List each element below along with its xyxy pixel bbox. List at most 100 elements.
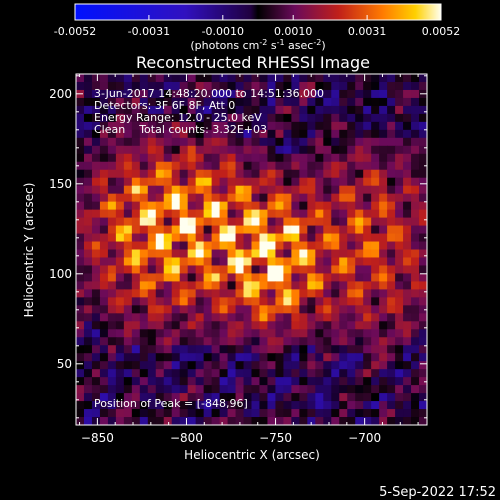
heatmap-cell	[387, 321, 396, 330]
heatmap-cell	[139, 241, 149, 251]
heatmap-cell	[107, 361, 117, 370]
heatmap-cell	[291, 161, 300, 171]
heatmap-cell	[147, 177, 157, 187]
heatmap-cell	[179, 137, 189, 147]
heatmap-cell	[411, 201, 420, 211]
heatmap-cell	[171, 369, 181, 378]
heatmap-cell	[299, 241, 308, 251]
heatmap-cell	[419, 345, 427, 354]
heatmap-cell	[419, 409, 427, 418]
heatmap-cell	[115, 217, 125, 227]
heatmap-cell	[347, 313, 356, 322]
heatmap-cell	[387, 337, 396, 346]
heatmap-cell	[163, 241, 173, 251]
heatmap-cell	[291, 81, 300, 91]
heatmap-cell	[315, 81, 324, 91]
heatmap-cell	[267, 417, 277, 425]
heatmap-cell	[299, 193, 308, 203]
heatmap-cell	[195, 81, 205, 91]
heatmap-cell	[235, 137, 245, 147]
heatmap-cell	[291, 153, 300, 163]
heatmap-cell	[155, 369, 165, 378]
heatmap-cell	[211, 97, 221, 107]
heatmap-cell	[91, 353, 101, 362]
heatmap-cell	[235, 241, 245, 251]
heatmap-cell	[179, 273, 189, 283]
heatmap-cell	[195, 369, 205, 378]
heatmap-cell	[147, 137, 157, 147]
heatmap-cell	[259, 241, 269, 251]
heatmap-cell	[195, 121, 205, 131]
heatmap-cell	[371, 201, 380, 211]
heatmap-cell	[131, 313, 141, 322]
heatmap-cell	[235, 89, 245, 99]
heatmap-cell	[323, 281, 332, 290]
heatmap-cell	[275, 105, 285, 115]
heatmap-cell	[99, 201, 109, 211]
heatmap-cell	[379, 145, 388, 155]
heatmap-cell	[259, 297, 269, 306]
heatmap-cell	[203, 321, 213, 330]
heatmap-cell	[219, 393, 229, 402]
heatmap-cell	[347, 401, 356, 410]
heatmap-cell	[307, 409, 316, 418]
heatmap-cell	[107, 393, 117, 402]
heatmap-cell	[83, 225, 93, 235]
heatmap-cell	[123, 209, 133, 219]
heatmap-cell	[275, 185, 285, 195]
heatmap-cell	[139, 361, 149, 370]
heatmap-cell	[83, 353, 93, 362]
heatmap-cell	[403, 337, 412, 346]
heatmap-cell	[323, 329, 332, 338]
heatmap-cell	[387, 153, 396, 163]
heatmap-cell	[323, 121, 332, 131]
heatmap-cell	[347, 209, 356, 219]
heatmap-cell	[307, 265, 316, 275]
colorbar-tick-label: -0.0031	[128, 25, 170, 38]
heatmap-cell	[227, 177, 237, 187]
heatmap-cell	[227, 345, 237, 354]
heatmap-cell	[251, 209, 261, 219]
heatmap-cell	[419, 225, 427, 235]
heatmap-cell	[331, 121, 340, 131]
heatmap-cell	[307, 233, 316, 243]
heatmap-cell	[203, 74, 213, 83]
heatmap-cell	[315, 105, 324, 115]
heatmap-cell	[259, 169, 269, 179]
heatmap-cell	[387, 241, 396, 251]
heatmap-cell	[379, 225, 388, 235]
heatmap-cell	[395, 74, 404, 83]
heatmap-cell	[195, 249, 205, 259]
heatmap-cell	[379, 81, 388, 91]
heatmap-cell	[283, 129, 292, 139]
heatmap-cell	[187, 161, 197, 171]
heatmap-cell	[283, 417, 292, 425]
heatmap-cell	[267, 201, 277, 211]
heatmap-cell	[347, 241, 356, 251]
heatmap-cell	[307, 169, 316, 179]
heatmap-cell	[371, 305, 380, 314]
heatmap-cell	[363, 153, 372, 163]
heatmap-cell	[267, 233, 277, 243]
heatmap-cell	[331, 169, 340, 179]
heatmap-cell	[363, 313, 372, 322]
heatmap-cell	[347, 345, 356, 354]
heatmap-cell	[403, 297, 412, 306]
heatmap-cell	[187, 97, 197, 107]
heatmap-cell	[179, 289, 189, 298]
heatmap-cell	[251, 121, 261, 131]
heatmap-cell	[211, 281, 221, 290]
heatmap-cell	[267, 105, 277, 115]
heatmap-cell	[259, 209, 269, 219]
heatmap-cell	[275, 129, 285, 139]
heatmap-cell	[243, 297, 253, 306]
heatmap-cell	[299, 113, 308, 123]
heatmap-cell	[155, 121, 165, 131]
heatmap-cell	[147, 401, 157, 410]
heatmap-cell	[235, 273, 245, 283]
heatmap-cell	[171, 417, 181, 425]
heatmap-cell	[259, 329, 269, 338]
heatmap-cell	[155, 361, 165, 370]
heatmap-cell	[395, 241, 404, 251]
heatmap-cell	[291, 193, 300, 203]
